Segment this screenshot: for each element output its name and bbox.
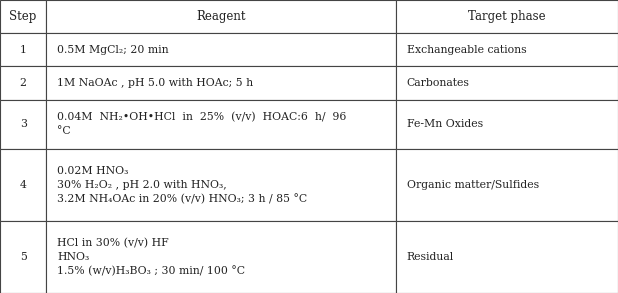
Text: 4: 4 (20, 180, 27, 190)
Bar (46, 33, 396, 66)
Text: Target phase: Target phase (468, 10, 546, 23)
Text: 2: 2 (20, 78, 27, 88)
Bar (396, 33, 618, 66)
Bar (0, 33, 46, 66)
Text: 3: 3 (20, 119, 27, 130)
Bar (396, 221, 618, 293)
Text: 0.5M MgCl₂; 20 min: 0.5M MgCl₂; 20 min (57, 45, 169, 55)
Text: 0.04M  NH₂•OH•HCl  in  25%  (v/v)  HOAC:6  h/  96: 0.04M NH₂•OH•HCl in 25% (v/v) HOAC:6 h/ … (57, 112, 347, 122)
Text: 1M NaOAc , pH 5.0 with HOAc; 5 h: 1M NaOAc , pH 5.0 with HOAc; 5 h (57, 78, 253, 88)
Bar (0, 0, 46, 33)
Bar (0, 100, 46, 149)
Text: 1: 1 (20, 45, 27, 55)
Text: HNO₃: HNO₃ (57, 252, 90, 262)
Bar (0, 66, 46, 100)
Bar (396, 149, 618, 221)
Bar (46, 100, 396, 149)
Bar (396, 100, 618, 149)
Bar (396, 66, 618, 100)
Text: 0.02M HNO₃: 0.02M HNO₃ (57, 166, 129, 176)
Text: 3.2M NH₄OAc in 20% (v/v) HNO₃; 3 h / 85 °C: 3.2M NH₄OAc in 20% (v/v) HNO₃; 3 h / 85 … (57, 194, 308, 205)
Text: Step: Step (9, 10, 37, 23)
Text: Fe-Mn Oxides: Fe-Mn Oxides (407, 119, 483, 130)
Bar (46, 149, 396, 221)
Text: 5: 5 (20, 252, 27, 262)
Bar (46, 221, 396, 293)
Bar (46, 0, 396, 33)
Text: Reagent: Reagent (196, 10, 246, 23)
Text: Organic matter/Sulfides: Organic matter/Sulfides (407, 180, 539, 190)
Text: Carbonates: Carbonates (407, 78, 470, 88)
Bar (46, 66, 396, 100)
Text: 1.5% (w/v)H₃BO₃ ; 30 min/ 100 °C: 1.5% (w/v)H₃BO₃ ; 30 min/ 100 °C (57, 266, 245, 276)
Text: Exchangeable cations: Exchangeable cations (407, 45, 527, 55)
Text: °C: °C (57, 126, 71, 137)
Bar (0, 221, 46, 293)
Bar (0, 149, 46, 221)
Text: Residual: Residual (407, 252, 454, 262)
Text: HCl in 30% (v/v) HF: HCl in 30% (v/v) HF (57, 238, 169, 248)
Bar (396, 0, 618, 33)
Text: 30% H₂O₂ , pH 2.0 with HNO₃,: 30% H₂O₂ , pH 2.0 with HNO₃, (57, 180, 227, 190)
